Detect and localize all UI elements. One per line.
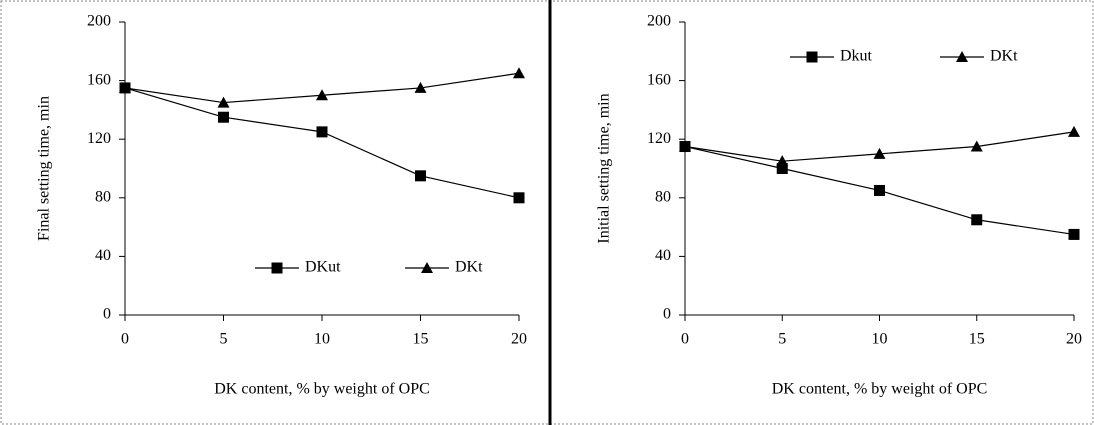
y-tick-label: 0	[103, 306, 111, 323]
y-tick-label: 40	[655, 247, 671, 264]
x-tick-label: 0	[121, 331, 129, 348]
data-point	[316, 126, 328, 138]
series-line	[124, 87, 520, 199]
legend-marker	[271, 262, 283, 274]
y-tick-label: 80	[95, 188, 111, 205]
y-tick-label: 40	[95, 247, 111, 264]
x-tick-label: 5	[220, 331, 228, 348]
y-tick-label: 200	[647, 13, 671, 30]
data-point	[513, 67, 525, 79]
y-tick-label: 120	[87, 130, 111, 147]
data-point	[776, 155, 789, 167]
legend-label: DKt	[455, 259, 483, 276]
x-tick-label: 20	[511, 331, 527, 348]
y-tick-label: 0	[663, 306, 671, 323]
data-point	[873, 147, 886, 159]
legend-label: DKut	[305, 259, 341, 276]
data-point	[1068, 125, 1080, 137]
data-point	[414, 81, 427, 93]
x-tick-label: 20	[1066, 331, 1082, 348]
y-tick-label: 160	[647, 71, 671, 88]
data-point	[679, 140, 691, 152]
x-tick-label: 0	[681, 331, 689, 348]
y-axis-label: Final setting time, min	[36, 96, 53, 241]
y-axis-label: Initial setting time, min	[596, 93, 613, 243]
y-tick-label: 80	[655, 188, 671, 205]
x-axis-label: DK content, % by weight of OPC	[214, 381, 430, 398]
x-axis-label: DK content, % by weight of OPC	[772, 381, 988, 398]
x-tick-label: 15	[969, 331, 985, 348]
legend-label: DKt	[990, 48, 1018, 65]
y-tick-label: 160	[87, 71, 111, 88]
legend-marker	[421, 262, 433, 273]
data-point	[1068, 228, 1080, 240]
data-point	[415, 170, 426, 182]
data-point	[119, 81, 131, 93]
data-point	[316, 89, 328, 101]
data-point	[776, 163, 788, 174]
y-tick-label: 200	[87, 13, 111, 30]
data-point	[218, 111, 229, 123]
data-point	[217, 96, 230, 108]
y-tick-label: 120	[647, 130, 671, 147]
legend-marker	[956, 51, 968, 62]
legend-label: Dkut	[840, 48, 873, 65]
legend-marker	[806, 51, 818, 63]
x-tick-label: 5	[778, 331, 786, 348]
x-tick-label: 10	[314, 331, 330, 348]
x-tick-label: 15	[413, 331, 429, 348]
x-tick-label: 10	[872, 331, 888, 348]
data-point	[970, 140, 983, 152]
data-point	[971, 214, 983, 226]
data-point	[513, 192, 525, 204]
data-point	[874, 184, 885, 196]
